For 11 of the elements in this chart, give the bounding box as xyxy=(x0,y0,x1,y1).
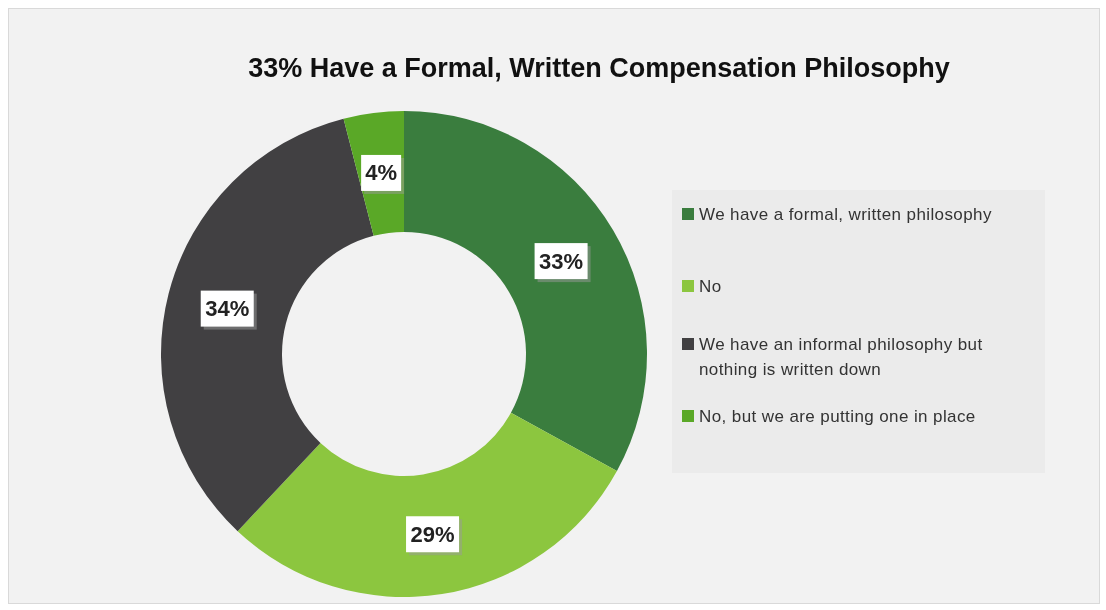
data-label: 33% xyxy=(539,248,584,274)
donut-slice xyxy=(237,412,617,597)
donut-slice xyxy=(404,111,647,472)
chart-title: 33% Have a Formal, Written Compensation Philosophy xyxy=(247,53,951,84)
legend-label: We have an informal philosophy but nothing is written down xyxy=(699,334,984,381)
data-label: 29% xyxy=(410,521,455,547)
legend-label: We have a formal, written philosophy xyxy=(699,204,993,226)
legend-label: No, but we are putting one in place xyxy=(699,406,977,428)
data-label: 4% xyxy=(365,160,398,186)
legend-label: No xyxy=(699,276,723,298)
data-label: 34% xyxy=(205,296,250,322)
